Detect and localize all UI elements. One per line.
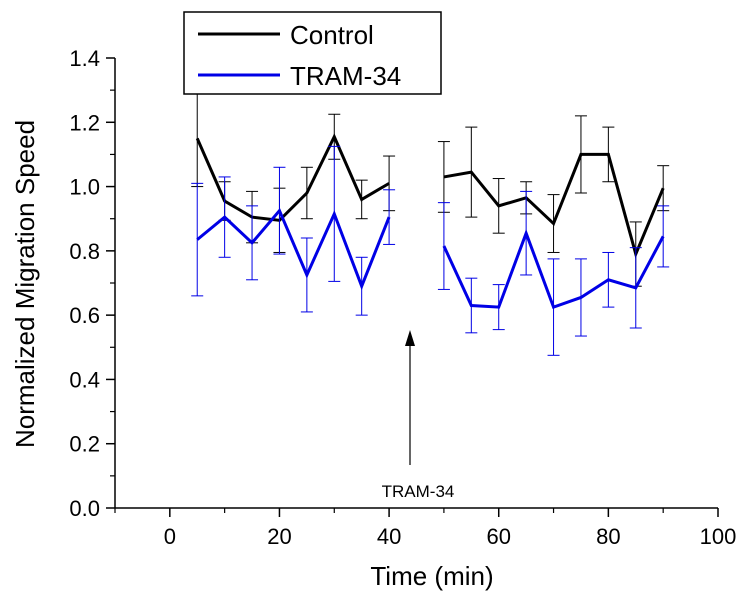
y-tick-label: 0.2 [69,432,100,457]
x-tick-label: 60 [486,524,510,549]
x-tick-label: 100 [700,524,737,549]
x-tick-label: 40 [377,524,401,549]
x-axis-title: Time (min) [370,561,493,591]
axes: 0 20 40 60 80 100 0.0 0.2 0.4 0.6 0.8 1.0 1.2 1.4 [69,46,736,549]
series-line [442,228,665,310]
y-tick-label: 1.2 [69,110,100,135]
y-tick-label: 1.0 [69,175,100,200]
x-tick-label: 0 [164,524,176,549]
series-tram-34 [191,145,670,356]
annotation-arrow-head [405,330,415,346]
y-tick-label: 0.4 [69,367,100,392]
series-layer [191,89,670,356]
legend-box [183,11,442,95]
x-tick-label: 80 [596,524,620,549]
y-axis-title: Normalized Migration Speed [10,120,40,448]
y-tick-label: 0.6 [69,303,100,328]
legend: Control TRAM-34 [183,11,442,95]
series-control [191,89,670,287]
series-line [195,133,390,222]
x-tick-label: 20 [267,524,291,549]
y-tick-label: 0.0 [69,496,100,521]
y-tick-label: 1.4 [69,46,100,71]
y-tick-label: 0.8 [69,239,100,264]
legend-label-tram34: TRAM-34 [290,61,401,91]
series-line [196,207,391,291]
annotation: TRAM-34 [382,330,455,501]
annotation-label: TRAM-34 [382,482,455,501]
legend-label-control: Control [290,20,374,50]
series-line [443,152,665,259]
